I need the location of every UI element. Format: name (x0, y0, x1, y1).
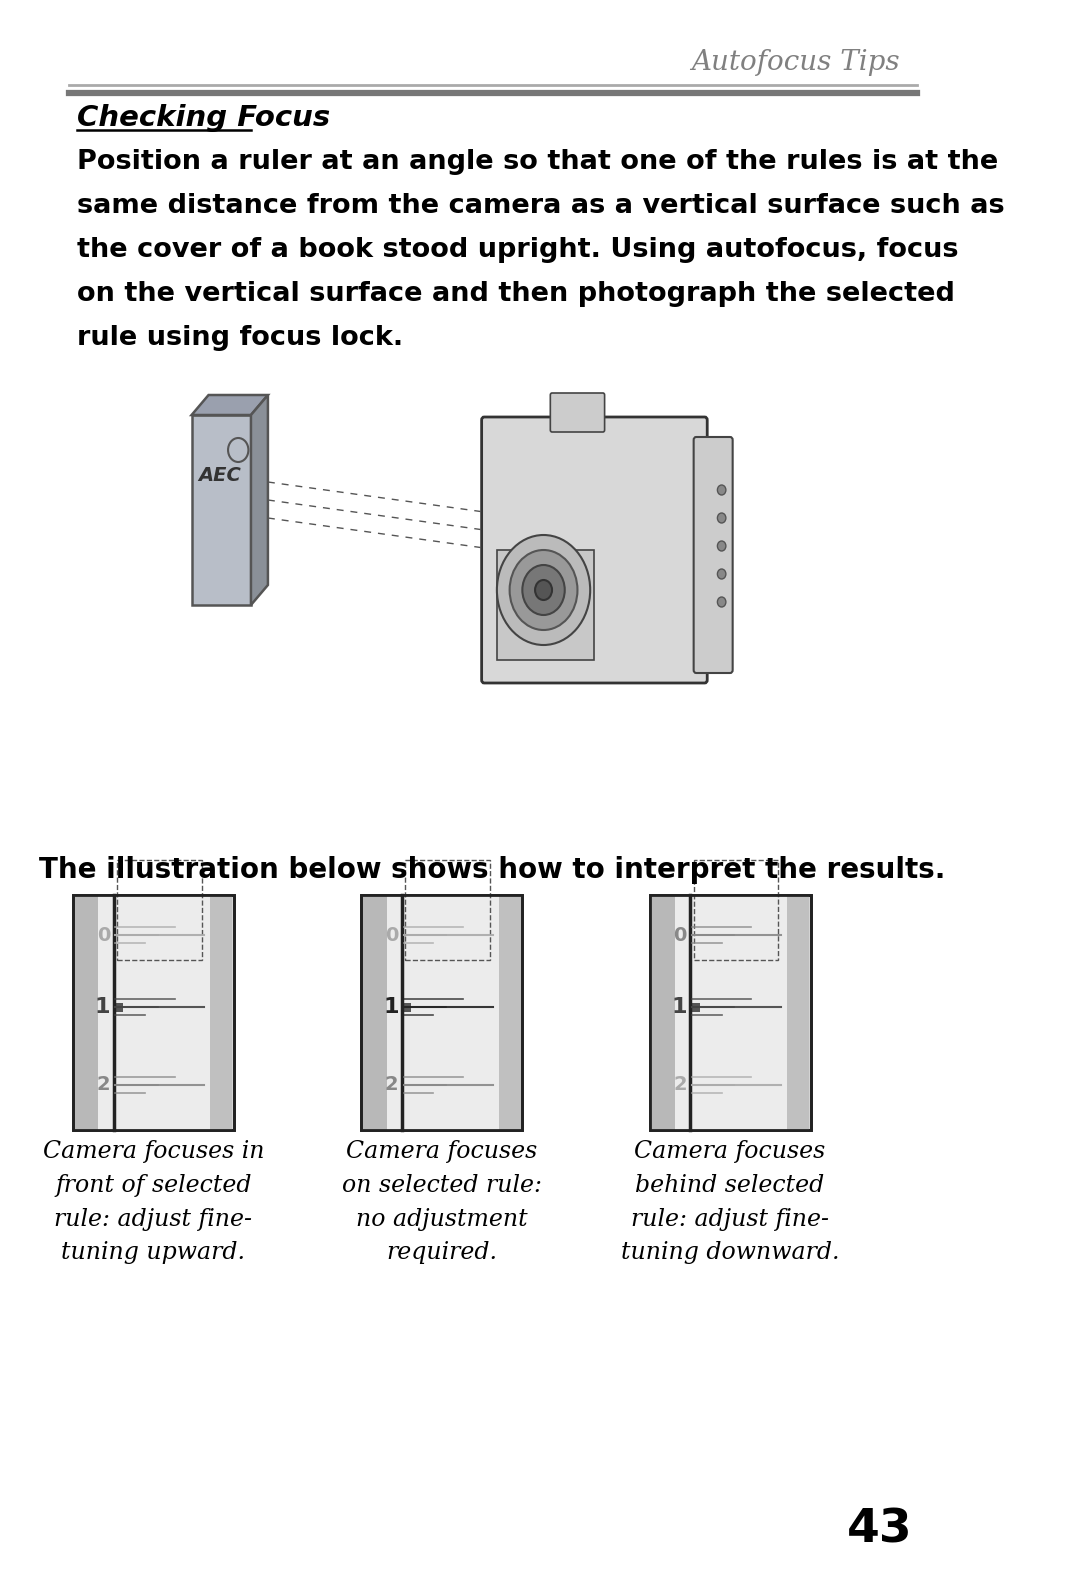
Circle shape (510, 550, 578, 630)
Bar (116, 1002, 123, 1012)
Bar (75, 895, 98, 1130)
Polygon shape (191, 415, 251, 605)
Text: rule using focus lock.: rule using focus lock. (77, 325, 403, 350)
Circle shape (717, 514, 726, 523)
Circle shape (523, 566, 565, 614)
Text: 1: 1 (95, 998, 110, 1016)
Text: 1: 1 (383, 998, 399, 1016)
Bar (117, 859, 202, 960)
Polygon shape (191, 394, 268, 415)
Bar (693, 859, 779, 960)
Text: 0: 0 (97, 925, 110, 944)
Bar (361, 895, 523, 1130)
FancyBboxPatch shape (482, 416, 707, 683)
Bar (497, 550, 594, 660)
Bar (404, 1002, 411, 1012)
Text: 0: 0 (674, 925, 687, 944)
Circle shape (717, 485, 726, 495)
Bar (211, 895, 232, 1130)
Bar (675, 895, 787, 1130)
Text: 2: 2 (96, 1076, 110, 1095)
Bar (787, 895, 809, 1130)
Bar (649, 895, 811, 1130)
Text: Checking Focus: Checking Focus (77, 104, 330, 132)
Bar (72, 895, 234, 1130)
Text: the cover of a book stood upright. Using autofocus, focus: the cover of a book stood upright. Using… (77, 237, 959, 262)
Text: Camera focuses in
front of selected
rule: adjust fine-
tuning upward.: Camera focuses in front of selected rule… (43, 1141, 265, 1265)
Text: Camera focuses
on selected rule:
no adjustment
required.: Camera focuses on selected rule: no adju… (341, 1141, 542, 1265)
Bar (499, 895, 521, 1130)
Text: 43: 43 (847, 1508, 913, 1552)
Text: AEC: AEC (199, 465, 241, 484)
Text: same distance from the camera as a vertical surface such as: same distance from the camera as a verti… (77, 193, 1004, 218)
Circle shape (497, 536, 590, 646)
FancyBboxPatch shape (551, 393, 605, 432)
Text: 2: 2 (673, 1076, 687, 1095)
Text: on the vertical surface and then photograph the selected: on the vertical surface and then photogr… (77, 281, 955, 306)
Text: Camera focuses
behind selected
rule: adjust fine-
tuning downward.: Camera focuses behind selected rule: adj… (621, 1141, 839, 1265)
Bar (363, 895, 387, 1130)
Text: Position a ruler at an angle so that one of the rules is at the: Position a ruler at an angle so that one… (77, 149, 998, 174)
Circle shape (717, 569, 726, 580)
Circle shape (717, 540, 726, 551)
Circle shape (535, 580, 552, 600)
Bar (98, 895, 211, 1130)
Bar (405, 859, 490, 960)
Bar (72, 895, 234, 1130)
Bar (387, 895, 499, 1130)
Text: The illustration below shows how to interpret the results.: The illustration below shows how to inte… (40, 856, 946, 884)
Text: 0: 0 (386, 925, 399, 944)
Bar (692, 1002, 700, 1012)
Text: 2: 2 (384, 1076, 399, 1095)
FancyBboxPatch shape (693, 437, 732, 672)
Bar (651, 895, 675, 1130)
Bar (361, 895, 523, 1130)
Polygon shape (251, 394, 268, 605)
Text: Autofocus Tips: Autofocus Tips (691, 49, 900, 75)
Text: 1: 1 (672, 998, 687, 1016)
Circle shape (717, 597, 726, 606)
Bar (649, 895, 811, 1130)
